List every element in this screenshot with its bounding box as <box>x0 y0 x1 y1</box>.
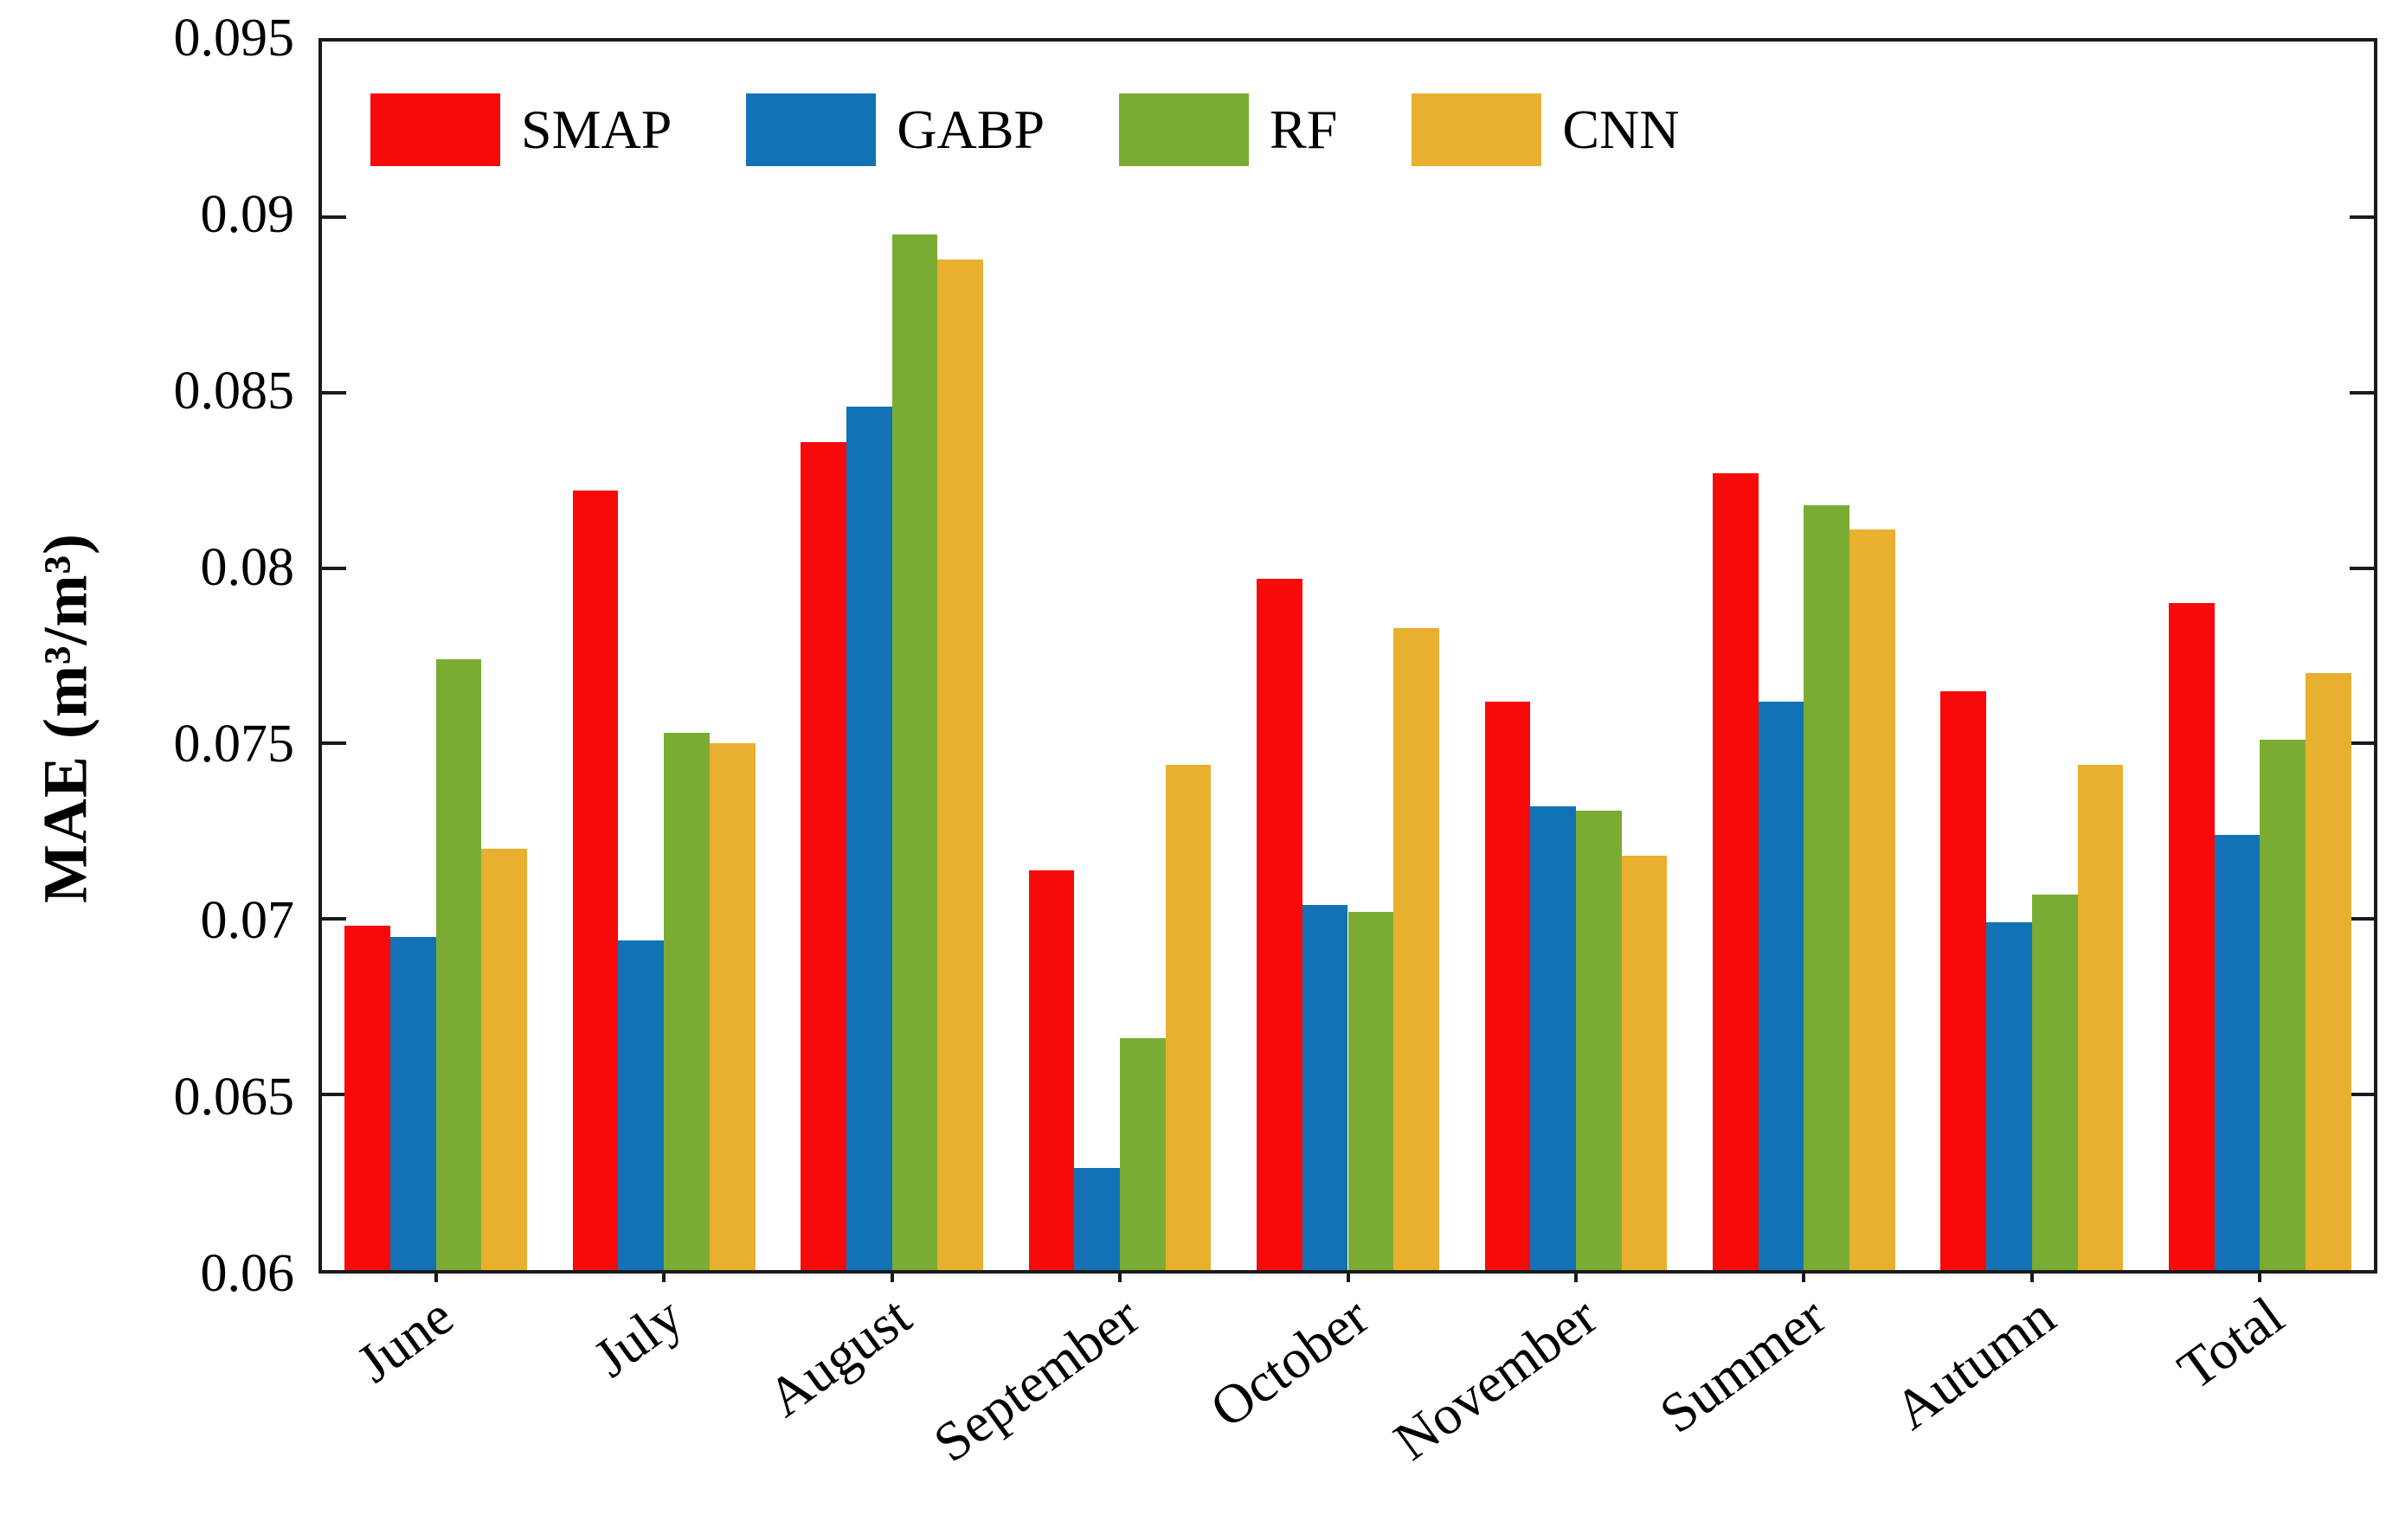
bar-smap-september <box>1028 869 1075 1270</box>
legend-item-smap: SMAP <box>370 93 672 166</box>
legend-item-rf: RF <box>1119 93 1337 166</box>
legend-label: RF <box>1270 99 1338 160</box>
bar-gabp-september <box>1074 1168 1121 1270</box>
bar-gabp-july <box>618 940 665 1270</box>
legend-swatch-cnn <box>1412 93 1542 166</box>
y-tick-label: 0.06 <box>200 1244 295 1303</box>
bar-smap-june <box>344 926 391 1270</box>
bar-smap-august <box>801 441 846 1270</box>
x-tick-mark <box>1802 1270 1806 1282</box>
x-tick-mark <box>1573 1270 1578 1282</box>
x-tick-label: Total <box>2166 1285 2294 1402</box>
bar-smap-total <box>2168 603 2215 1270</box>
x-tick-mark <box>662 1270 666 1282</box>
bar-rf-total <box>2260 740 2306 1270</box>
legend-item-cnn: CNN <box>1412 93 1679 166</box>
legend-item-gabp: GABP <box>746 93 1045 166</box>
bar-gabp-october <box>1302 905 1348 1270</box>
y-tick-label: 0.075 <box>173 715 295 773</box>
bar-cnn-total <box>2305 673 2351 1270</box>
legend: SMAP GABP RF CNN <box>370 93 1679 166</box>
bar-rf-autumn <box>2031 894 2078 1270</box>
bar-gabp-june <box>390 936 436 1270</box>
y-tick-label: 0.09 <box>200 185 295 244</box>
x-tick-label: November <box>1382 1285 1608 1473</box>
bar-rf-october <box>1347 912 1394 1270</box>
y-tick-mark <box>322 917 346 921</box>
bar-cnn-august <box>937 259 983 1270</box>
y-tick-mark <box>2350 741 2374 746</box>
bar-cnn-autumn <box>2077 764 2124 1270</box>
x-axis-labels: June July August September October November Su… <box>318 1285 2377 1537</box>
y-tick-label: 0.07 <box>200 891 295 950</box>
bar-smap-summer <box>1713 473 1759 1270</box>
bar-gabp-total <box>2214 834 2261 1270</box>
bar-cnn-june <box>481 849 528 1270</box>
bar-smap-october <box>1257 578 1302 1270</box>
bar-cnn-summer <box>1849 529 1895 1270</box>
y-tick-label: 0.085 <box>173 362 295 420</box>
y-tick-label: 0.065 <box>173 1068 295 1126</box>
bar-rf-summer <box>1804 504 1850 1270</box>
x-tick-mark <box>1346 1270 1350 1282</box>
bar-gabp-summer <box>1758 701 1804 1270</box>
bar-cnn-september <box>1165 764 1212 1270</box>
x-tick-label: Autumn <box>1882 1285 2066 1441</box>
legend-label: CNN <box>1562 99 1680 160</box>
y-tick-mark <box>2350 390 2374 395</box>
y-tick-mark <box>322 390 346 395</box>
bar-rf-july <box>664 733 710 1270</box>
bar-rf-june <box>435 659 482 1270</box>
bar-gabp-autumn <box>1986 922 2032 1270</box>
bar-cnn-october <box>1393 627 1439 1270</box>
bar-rf-september <box>1120 1038 1166 1270</box>
y-tick-mark <box>2350 566 2374 570</box>
y-tick-mark <box>322 215 346 219</box>
bar-gabp-august <box>846 406 892 1270</box>
x-tick-label: September <box>923 1285 1151 1474</box>
x-tick-mark <box>890 1270 894 1282</box>
bar-rf-november <box>1575 810 1622 1270</box>
x-tick-mark <box>434 1270 438 1282</box>
bar-gabp-november <box>1530 806 1576 1270</box>
x-tick-mark <box>1118 1270 1122 1282</box>
legend-label: GABP <box>897 99 1045 160</box>
bar-smap-july <box>572 491 619 1270</box>
x-tick-label: October <box>1199 1285 1380 1440</box>
y-tick-label: 0.08 <box>200 538 295 597</box>
x-tick-label: August <box>756 1285 922 1429</box>
x-tick-label: July <box>582 1285 693 1389</box>
bar-smap-autumn <box>1940 690 1987 1270</box>
y-tick-mark <box>322 741 346 746</box>
x-tick-label: Summer <box>1649 1285 1837 1446</box>
y-tick-mark <box>2350 917 2374 921</box>
legend-swatch-smap <box>370 93 500 166</box>
bar-cnn-november <box>1621 856 1668 1270</box>
y-axis-labels: 0.06 0.065 0.07 0.075 0.08 0.085 0.09 0.095 <box>0 11 295 1300</box>
y-tick-mark <box>2350 215 2374 219</box>
y-tick-mark <box>322 566 346 570</box>
bar-cnn-july <box>709 743 756 1270</box>
legend-swatch-gabp <box>746 93 877 166</box>
bar-smap-november <box>1484 701 1531 1270</box>
x-tick-mark <box>2258 1270 2262 1282</box>
legend-label: SMAP <box>521 99 672 160</box>
y-tick-mark <box>2350 1093 2374 1097</box>
legend-swatch-rf <box>1119 93 1250 166</box>
bar-rf-august <box>891 234 938 1270</box>
x-tick-label: June <box>345 1285 465 1395</box>
y-tick-mark <box>322 1093 346 1097</box>
plot-area: SMAP GABP RF CNN <box>318 38 2377 1282</box>
y-tick-label: 0.095 <box>173 9 295 67</box>
x-tick-mark <box>2029 1270 2034 1282</box>
